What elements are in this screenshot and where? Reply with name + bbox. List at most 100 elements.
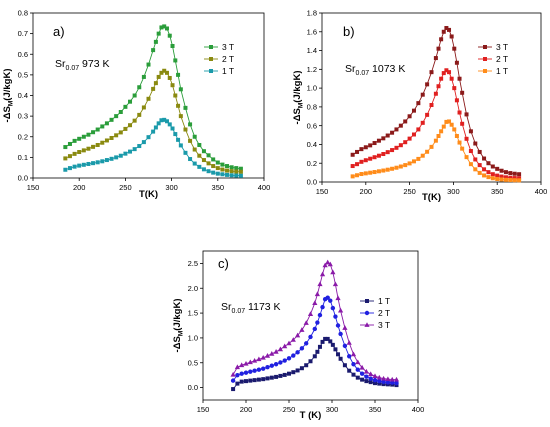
data-point [256, 356, 262, 362]
data-point [146, 62, 151, 67]
data-point [364, 379, 369, 384]
data-point [368, 143, 373, 148]
data-point [411, 132, 416, 137]
data-point [173, 58, 178, 63]
data-point [256, 377, 261, 382]
data-point [377, 378, 382, 384]
data-point [192, 147, 197, 152]
data-point [118, 130, 123, 135]
data-point [398, 123, 403, 128]
data-point [77, 163, 82, 168]
x-tick-label: 300 [165, 183, 178, 192]
data-point [128, 149, 133, 154]
data-point [355, 173, 360, 178]
data-point [390, 166, 395, 171]
x-tick-label: 350 [491, 187, 504, 196]
data-point [277, 346, 283, 352]
data-point [390, 130, 395, 135]
y-tick-label: 1.8 [307, 9, 317, 18]
chart-panel-1: 150 200 250 300 350 400 0.0 0.1 0.2 0.3 0.4 0.5 0.6 0… [2, 9, 270, 200]
data-point [243, 370, 249, 375]
legend: 3 T 2 T 1 T [204, 42, 234, 76]
data-point [162, 68, 167, 73]
data-point [482, 173, 487, 178]
data-point [243, 360, 249, 366]
data-point [153, 125, 158, 130]
y-tick-label: 0.6 [18, 50, 28, 59]
data-point [342, 325, 348, 330]
data-point [368, 380, 373, 385]
panel-label: c) [218, 256, 229, 271]
data-point [441, 124, 446, 129]
data-point [363, 158, 368, 163]
data-point [128, 99, 133, 104]
plot-frame [202, 250, 419, 401]
data-point [441, 29, 446, 34]
data-point [86, 132, 91, 137]
data-point [407, 114, 412, 119]
data-point [325, 295, 330, 300]
chart-panel-3: 150 200 250 300 350 400 0.0 0.5 1.0 1.5 2.0 2.5 T (K… [172, 250, 424, 421]
sample-annotation: Sr0.07 973 K [55, 58, 109, 72]
data-point [468, 129, 473, 134]
data-point [159, 118, 164, 123]
legend: 3 T 2 T 1 T [478, 42, 508, 76]
data-point [156, 31, 161, 36]
y-tick-label: 0.0 [188, 383, 198, 392]
data-point [312, 326, 317, 332]
data-point [394, 165, 399, 170]
data-point [512, 178, 517, 183]
data-point [317, 344, 322, 349]
data-point [377, 381, 382, 386]
data-point [197, 143, 202, 147]
series-line [65, 70, 241, 173]
data-point [473, 141, 478, 146]
data-point [252, 378, 257, 383]
data-point [231, 387, 236, 392]
data-point [517, 172, 522, 177]
data-point [170, 83, 175, 88]
data-point [328, 298, 333, 303]
series-1t [350, 119, 522, 183]
data-point [238, 173, 243, 178]
data-point [290, 337, 296, 342]
data-point [464, 155, 469, 160]
data-point [141, 105, 146, 110]
data-point [114, 133, 119, 138]
data-point [128, 123, 133, 128]
data-point [164, 70, 169, 75]
data-point [452, 46, 457, 51]
y-tick-label: 1.5 [188, 309, 198, 318]
data-point [146, 135, 151, 140]
data-point [178, 143, 183, 148]
legend-label: 2 T [496, 54, 508, 64]
x-tick-label: 200 [240, 405, 253, 414]
data-point [118, 110, 123, 114]
data-point [229, 165, 234, 170]
data-point [252, 357, 258, 363]
y-tick-label: 0.5 [188, 358, 198, 367]
data-point [499, 168, 504, 173]
data-point [261, 377, 266, 382]
data-point [278, 360, 283, 365]
data-point [81, 162, 86, 167]
x-tick-label: 250 [403, 187, 416, 196]
data-point [416, 127, 421, 132]
data-point [264, 352, 271, 358]
data-point [333, 314, 338, 319]
data-point [454, 60, 459, 65]
data-point [95, 143, 100, 147]
data-point [211, 157, 216, 162]
data-point [239, 379, 244, 384]
data-point [132, 147, 137, 152]
legend-label: 1 T [378, 296, 390, 306]
data-point [460, 146, 465, 151]
data-point [123, 126, 128, 131]
data-point [173, 93, 178, 98]
data-point [360, 377, 365, 382]
series-3t [230, 259, 400, 382]
data-point [403, 140, 408, 145]
data-point [252, 368, 257, 373]
y-axis-label: -ΔSM(J/kgK) [172, 299, 185, 353]
data-point [269, 363, 274, 368]
